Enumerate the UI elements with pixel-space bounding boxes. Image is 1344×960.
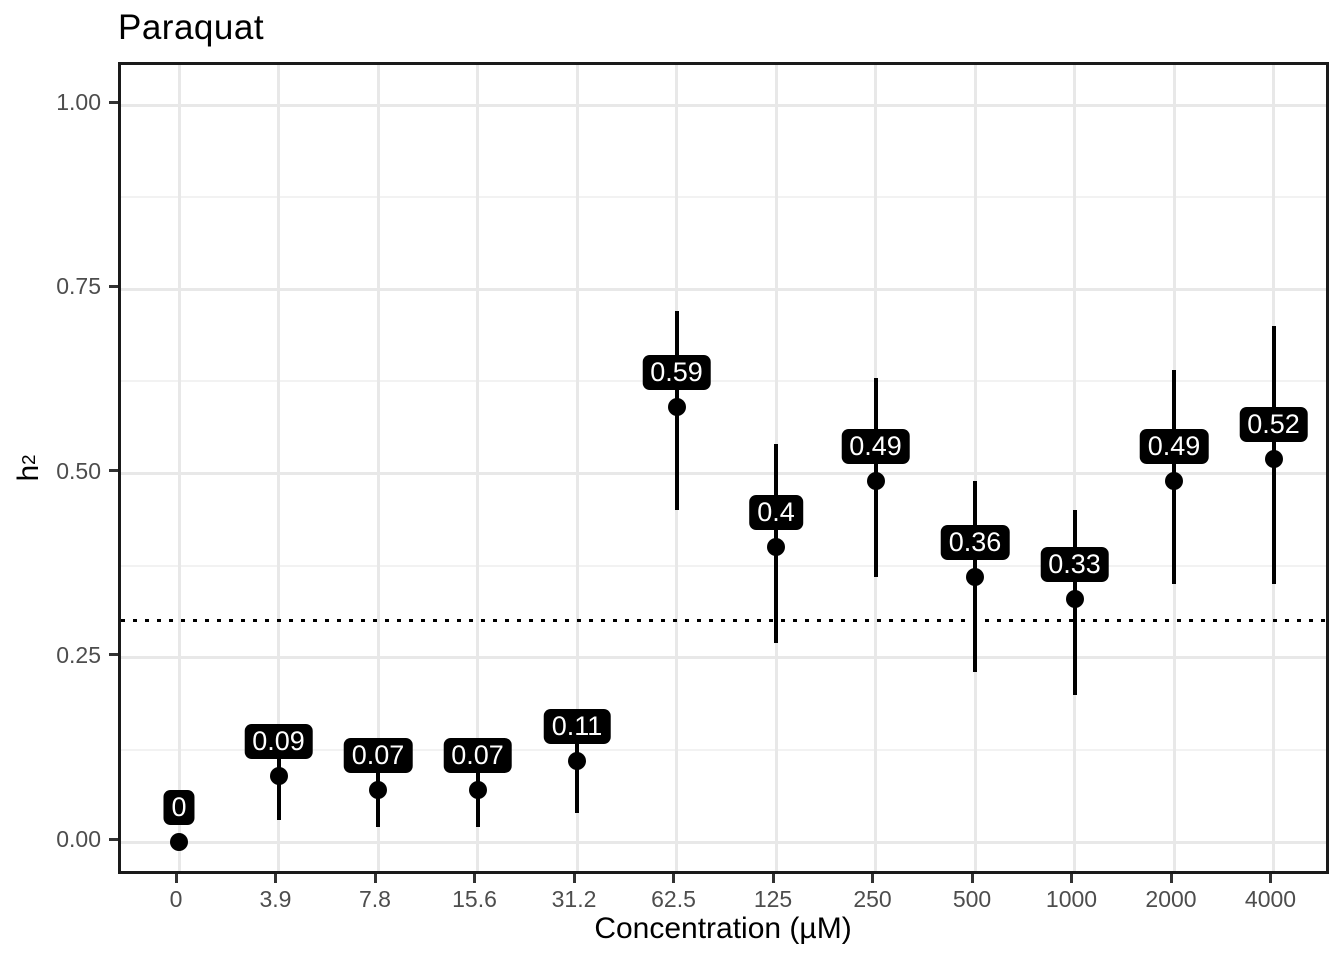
x-tick-mark [274,874,277,883]
y-major-gridline [121,656,1326,660]
point-value-label: 0.07 [443,738,512,774]
plot-panel: 0 0.09 0.07 0.07 0.11 0.59 0.4 0.49 0.36 0.33 0.49… [118,62,1329,874]
x-major-gridline [476,65,479,871]
y-tick-mark [109,284,118,288]
data-point [269,766,288,785]
plot-panel-inner: 0 0.09 0.07 0.07 0.11 0.59 0.4 0.49 0.36 0.33 0.49… [121,65,1326,871]
y-minor-gridline [121,380,1326,383]
point-value-label: 0.07 [343,738,413,774]
x-tick-mark [1169,874,1173,883]
x-tick-mark [1070,874,1073,883]
point-value-label: 0 [163,790,195,825]
x-major-gridline [376,65,380,871]
data-point [966,567,984,586]
x-major-gridline [1073,65,1076,871]
y-tick-label: 0.25 [56,641,101,668]
y-major-gridline [121,840,1326,844]
chart-title: Paraquat [118,8,265,47]
point-value-label: 0.33 [1040,546,1109,582]
x-tick-label: 4000 [1244,886,1297,912]
y-minor-gridline [121,748,1326,751]
x-tick-label: 1000 [1045,886,1098,912]
x-tick-label: 2000 [1145,886,1197,912]
data-point [1264,449,1283,468]
x-tick-label: 250 [853,886,892,912]
x-tick-mark [672,874,675,883]
point-value-label: 0.36 [940,524,1010,560]
x-major-gridline [177,65,181,871]
point-value-label: 0.59 [642,355,711,391]
y-tick-label: 0.50 [56,457,101,484]
x-tick-mark [1269,874,1272,883]
point-value-label: 0.49 [841,428,910,464]
y-tick-label: 1.00 [56,89,101,115]
x-tick-mark [473,874,476,883]
y-tick-label: 0.75 [56,273,101,300]
point-value-label: 0.09 [244,723,313,759]
reference-line [121,619,1326,623]
data-point [1065,589,1084,608]
data-point [1165,471,1183,490]
x-tick-mark [572,874,576,883]
y-minor-gridline [121,564,1326,567]
y-tick-mark [109,837,118,841]
x-tick-label: 62.5 [651,886,696,912]
x-tick-label: 3.9 [259,886,292,912]
x-tick-label: 125 [753,886,793,912]
y-tick-mark [109,469,118,472]
y-tick-mark [109,100,118,104]
x-tick-label: 7.8 [359,886,391,912]
x-axis-title: Concentration (µM) [594,912,852,945]
x-tick-label: 0 [169,886,183,912]
point-value-label: 0.11 [543,708,611,744]
x-tick-mark [970,874,974,883]
x-tick-mark [771,874,775,883]
y-minor-gridline [121,196,1326,199]
y-major-gridline [121,287,1326,291]
x-tick-mark [373,874,377,883]
data-point [468,781,487,800]
x-major-gridline [575,65,579,871]
data-point [667,398,686,417]
point-value-label: 0.49 [1139,428,1209,464]
x-tick-label: 31.2 [551,886,597,912]
y-tick-mark [109,653,118,657]
point-value-label: 0.52 [1239,406,1308,442]
y-tick-label: 0.00 [56,826,101,852]
x-major-gridline [277,65,280,871]
x-tick-label: 500 [952,886,992,912]
data-point [866,471,885,490]
data-point [170,833,188,851]
point-value-label: 0.4 [749,495,803,531]
y-major-gridline [121,472,1326,475]
x-major-gridline [973,65,977,871]
y-major-gridline [121,103,1326,107]
data-point [568,751,586,770]
x-tick-mark [871,874,874,883]
x-tick-label: 15.6 [452,886,497,912]
x-tick-mark [174,874,178,883]
data-point [369,781,387,800]
data-point [767,538,785,557]
